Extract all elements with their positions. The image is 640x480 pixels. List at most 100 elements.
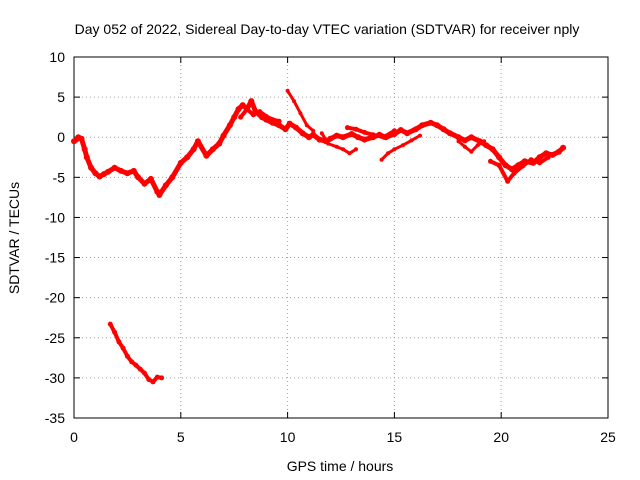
data-point [488, 158, 493, 164]
data-point [124, 353, 130, 359]
data-point [354, 147, 358, 152]
data-point [446, 130, 453, 137]
data-point [107, 321, 113, 327]
data-point [244, 106, 250, 112]
series-upper-fragment-4 [344, 125, 397, 140]
data-point [511, 170, 517, 176]
data-point [370, 132, 376, 138]
data-point [248, 98, 255, 105]
data-point [456, 139, 461, 144]
data-point [310, 131, 317, 138]
data-point [270, 117, 276, 123]
y-tick-label: 0 [57, 129, 65, 145]
data-point [536, 154, 543, 161]
y-tick-label: -35 [45, 410, 65, 426]
data-point [263, 113, 269, 119]
x-tick-label: 5 [177, 429, 185, 445]
data-point [298, 111, 303, 116]
data-point [326, 141, 331, 146]
data-point [419, 122, 426, 129]
data-point [409, 138, 414, 143]
data-point [537, 160, 543, 166]
chart-title: Day 052 of 2022, Sidereal Day-to-day VTE… [75, 21, 580, 37]
data-point [400, 143, 405, 148]
data-point [162, 182, 169, 189]
data-point [276, 118, 282, 124]
data-point [83, 154, 90, 161]
data-point [434, 122, 441, 129]
data-point [292, 99, 296, 104]
data-point [286, 120, 293, 127]
series-lower-trace [107, 321, 165, 385]
data-point [379, 157, 384, 162]
y-tick-label: -25 [45, 330, 65, 346]
data-point [78, 135, 85, 142]
y-tick-label: -10 [45, 209, 65, 225]
data-point [124, 170, 131, 177]
data-point [341, 147, 346, 152]
data-point [231, 114, 238, 121]
data-point [502, 162, 509, 169]
series-upper-fragment-2 [285, 88, 316, 133]
data-point [340, 134, 347, 141]
data-point [549, 151, 556, 158]
plot-frame [73, 56, 609, 419]
data-point [361, 136, 368, 143]
data-point [311, 128, 316, 133]
series-upper-fragment-6 [456, 139, 487, 154]
data-point [353, 126, 359, 132]
data-point [412, 126, 419, 133]
series-upper-fragment-5 [379, 133, 422, 162]
data-point [235, 106, 242, 113]
data-point [462, 144, 467, 149]
data-point [455, 134, 462, 141]
data-point [299, 130, 306, 137]
data-point [482, 139, 487, 144]
x-tick-label: 15 [387, 429, 403, 445]
data-point [333, 132, 340, 139]
data-point [118, 167, 124, 174]
data-point [137, 366, 143, 372]
data-point [105, 168, 112, 175]
data-point [404, 130, 411, 137]
data-point [344, 125, 350, 131]
data-point [461, 137, 468, 144]
y-tick-label: -30 [45, 370, 65, 386]
axis-ticks: 0 5 10 15 20 25 10 5 0 -5 -10 -15 -20 -25 -30 -35 [45, 49, 616, 445]
series-upper-fragment-3 [319, 131, 358, 156]
data-point [418, 133, 422, 138]
data-point [440, 126, 447, 133]
x-tick-label: 10 [280, 429, 296, 445]
data-point [238, 114, 244, 120]
data-point [120, 345, 126, 351]
data-point [316, 136, 323, 143]
y-tick-label: -5 [53, 169, 66, 185]
data-point [475, 143, 480, 148]
data-point [543, 150, 550, 157]
data-point [81, 146, 88, 153]
data-point [220, 132, 227, 139]
data-point [334, 144, 339, 149]
data-point [355, 134, 362, 141]
data-point [545, 154, 551, 160]
data-point [276, 122, 283, 129]
data-point [142, 370, 147, 376]
data-point [397, 127, 404, 133]
data-point [483, 142, 490, 149]
data-point [386, 151, 390, 156]
data-point [177, 159, 184, 166]
data-point [528, 157, 534, 163]
data-point [319, 131, 324, 136]
series-upper-fragment-7 [488, 154, 551, 184]
data-point [508, 166, 515, 173]
data-point [135, 174, 142, 181]
data-point [190, 146, 197, 153]
x-tick-label: 25 [600, 429, 616, 445]
data-point [194, 138, 201, 145]
y-tick-label: 10 [49, 49, 65, 65]
y-axis-title: SDTVAR / TECUs [6, 182, 22, 294]
series-layer [71, 88, 567, 385]
data-point [250, 112, 256, 118]
data-point [112, 329, 118, 335]
